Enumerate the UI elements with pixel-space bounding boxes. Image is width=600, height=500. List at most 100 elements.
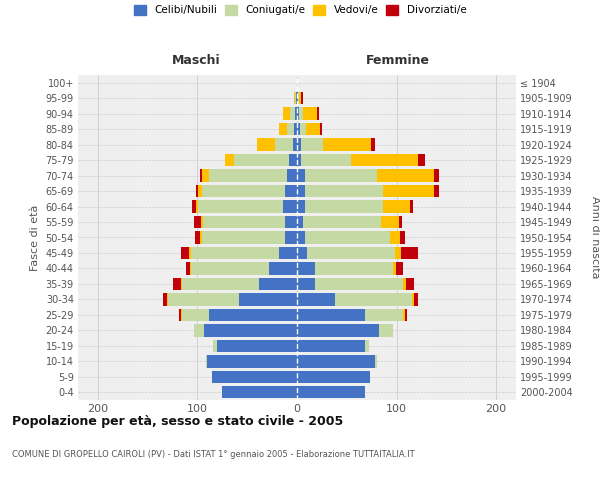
Bar: [257, 138, 275, 151]
Bar: [182, 278, 259, 290]
Bar: [182, 308, 209, 321]
Bar: [307, 247, 395, 259]
Bar: [299, 92, 301, 104]
Bar: [191, 247, 279, 259]
Bar: [297, 262, 315, 274]
Bar: [305, 200, 383, 212]
Bar: [269, 262, 297, 274]
Bar: [383, 200, 410, 212]
Bar: [383, 185, 434, 198]
Bar: [202, 170, 209, 182]
Bar: [200, 232, 202, 243]
Bar: [217, 340, 297, 352]
Bar: [297, 308, 365, 321]
Bar: [285, 185, 297, 198]
Bar: [297, 92, 298, 104]
Bar: [297, 200, 305, 212]
Bar: [223, 386, 297, 398]
Bar: [202, 232, 285, 243]
Bar: [297, 370, 370, 383]
Bar: [415, 293, 418, 306]
Bar: [294, 92, 295, 104]
Bar: [206, 355, 208, 368]
Bar: [297, 138, 301, 151]
Bar: [212, 370, 297, 383]
Bar: [190, 262, 191, 274]
Bar: [374, 355, 377, 368]
Bar: [351, 154, 418, 166]
Bar: [209, 308, 297, 321]
Bar: [403, 278, 406, 290]
Bar: [297, 232, 305, 243]
Bar: [181, 308, 182, 321]
Bar: [303, 108, 317, 120]
Bar: [295, 108, 297, 120]
Bar: [167, 293, 239, 306]
Bar: [379, 324, 392, 336]
Bar: [283, 108, 290, 120]
Bar: [380, 216, 398, 228]
Bar: [209, 170, 287, 182]
Bar: [320, 123, 322, 136]
Bar: [297, 185, 305, 198]
Bar: [294, 123, 297, 136]
Bar: [404, 308, 407, 321]
Bar: [297, 247, 307, 259]
Bar: [418, 154, 425, 166]
Bar: [401, 247, 418, 259]
Bar: [203, 216, 285, 228]
Bar: [410, 200, 413, 212]
Bar: [301, 138, 323, 151]
Bar: [196, 232, 200, 243]
Bar: [199, 200, 283, 212]
Bar: [293, 138, 297, 151]
Bar: [295, 92, 296, 104]
Bar: [298, 92, 299, 104]
Bar: [335, 293, 412, 306]
Bar: [259, 278, 297, 290]
Y-axis label: Fasce di età: Fasce di età: [30, 204, 40, 270]
Bar: [196, 185, 199, 198]
Bar: [179, 308, 181, 321]
Bar: [365, 308, 403, 321]
Bar: [315, 262, 392, 274]
Bar: [297, 386, 365, 398]
Bar: [297, 216, 303, 228]
Bar: [305, 185, 383, 198]
Bar: [303, 216, 380, 228]
Bar: [289, 154, 297, 166]
Bar: [196, 200, 199, 212]
Bar: [285, 232, 297, 243]
Bar: [297, 154, 301, 166]
Bar: [297, 108, 299, 120]
Bar: [400, 232, 404, 243]
Bar: [371, 138, 374, 151]
Bar: [185, 262, 190, 274]
Bar: [279, 247, 297, 259]
Bar: [181, 278, 182, 290]
Bar: [297, 170, 305, 182]
Bar: [194, 216, 202, 228]
Bar: [214, 340, 217, 352]
Bar: [365, 340, 368, 352]
Text: COMUNE DI GROPELLO CAIROLI (PV) - Dati ISTAT 1° gennaio 2005 - Elaborazione TUTT: COMUNE DI GROPELLO CAIROLI (PV) - Dati I…: [12, 450, 415, 459]
Bar: [398, 216, 401, 228]
Bar: [205, 324, 297, 336]
Bar: [297, 355, 374, 368]
Bar: [193, 200, 196, 212]
Text: Popolazione per età, sesso e stato civile - 2005: Popolazione per età, sesso e stato civil…: [12, 415, 343, 428]
Bar: [226, 154, 234, 166]
Bar: [239, 293, 297, 306]
Bar: [297, 123, 300, 136]
Bar: [377, 170, 434, 182]
Bar: [299, 108, 303, 120]
Bar: [181, 247, 190, 259]
Bar: [412, 293, 415, 306]
Bar: [173, 278, 181, 290]
Text: Femmine: Femmine: [366, 54, 430, 68]
Bar: [395, 247, 401, 259]
Bar: [287, 123, 294, 136]
Bar: [275, 138, 293, 151]
Y-axis label: Anni di nascita: Anni di nascita: [590, 196, 600, 279]
Bar: [297, 324, 379, 336]
